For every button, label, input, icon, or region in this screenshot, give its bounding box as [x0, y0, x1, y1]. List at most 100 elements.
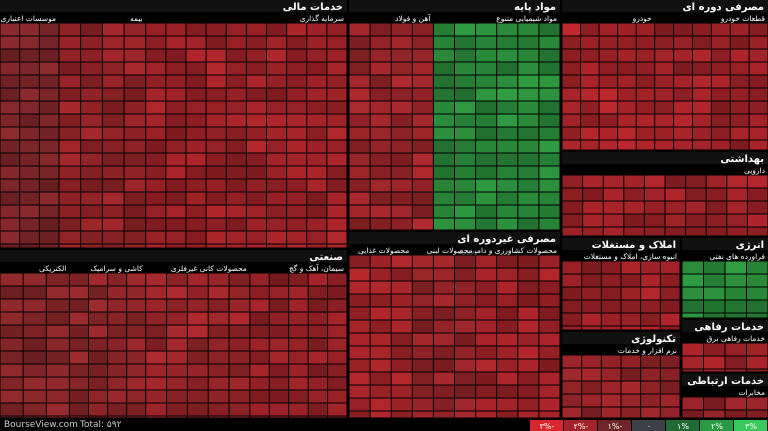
stock-cell	[229, 351, 250, 364]
stock-cell	[289, 273, 308, 286]
stock-cell	[59, 36, 81, 49]
stock-cell	[124, 75, 146, 88]
subsector-title: آهن و فولاد	[395, 13, 431, 23]
stock-cell	[23, 312, 46, 325]
stock-cell	[102, 205, 124, 218]
stock-cell	[349, 62, 370, 75]
stock-cell	[582, 381, 601, 394]
stock-cell	[412, 49, 433, 62]
stock-cell	[127, 312, 146, 325]
stock-cell	[562, 114, 581, 127]
stock-cell	[20, 114, 39, 127]
stock-cell	[641, 261, 660, 274]
stock-cell	[269, 364, 289, 377]
stock-cell	[665, 175, 686, 188]
stock-cell	[186, 88, 206, 101]
stock-cell	[391, 192, 412, 205]
stock-cell	[166, 244, 186, 248]
stock-cell	[88, 403, 108, 416]
stock-cell	[749, 101, 768, 114]
stock-cell	[328, 351, 347, 364]
stock-cell	[69, 325, 88, 338]
stock-cell	[23, 338, 46, 351]
stock-cell	[476, 153, 497, 166]
stock-cell	[660, 274, 680, 287]
stock-cell	[266, 153, 287, 166]
stock-cell	[562, 62, 581, 75]
stock-cell	[433, 411, 454, 418]
stock-cell	[644, 188, 665, 201]
stock-cell	[601, 287, 621, 300]
subsector-title: محصولات لبنی	[427, 246, 473, 255]
stock-cell	[349, 281, 370, 294]
stock-cell	[59, 140, 81, 153]
subsector-header	[0, 13, 59, 23]
stock-cell	[455, 192, 476, 205]
stock-cell	[108, 351, 127, 364]
legend-label: -۳%	[540, 422, 555, 431]
stock-cell	[328, 377, 347, 390]
stock-cell	[682, 397, 703, 410]
stock-cell	[226, 244, 246, 248]
stock-cell	[287, 192, 307, 205]
stock-cell	[166, 166, 186, 179]
stock-cell	[621, 261, 641, 274]
subsector-header	[655, 13, 768, 23]
stock-cell	[391, 255, 412, 268]
sector-header	[0, 0, 347, 12]
stock-cell	[497, 49, 518, 62]
stock-cell	[269, 416, 289, 418]
stock-cell	[562, 140, 581, 150]
stock-cell	[497, 398, 518, 411]
stock-cell	[455, 385, 476, 398]
stock-cell	[59, 88, 81, 101]
stock-cell	[102, 114, 124, 127]
stock-cell	[108, 364, 127, 377]
stock-cell	[327, 218, 347, 231]
stock-cell	[349, 192, 370, 205]
stock-cell	[539, 255, 560, 268]
stock-cell	[108, 403, 127, 416]
stock-cell	[124, 23, 146, 36]
site: BourseView.com	[4, 420, 78, 430]
stock-cell	[327, 179, 347, 192]
stock-cell	[108, 286, 127, 299]
stock-cell	[187, 351, 208, 364]
stock-cell	[624, 188, 644, 201]
subsector-header	[349, 245, 412, 255]
stock-cell	[124, 179, 146, 192]
stock-cell	[39, 127, 59, 140]
stock-cell	[370, 153, 391, 166]
sector-header	[349, 232, 560, 244]
stock-cell	[146, 101, 166, 114]
stock-cell	[692, 114, 711, 127]
stock-cell	[81, 23, 102, 36]
stock-cell	[69, 338, 88, 351]
stock-cell	[20, 62, 39, 75]
stock-cell	[266, 244, 287, 248]
stock-cell	[328, 364, 347, 377]
stock-cell	[618, 23, 636, 36]
stock-cell	[562, 287, 582, 300]
stock-cell	[167, 273, 187, 286]
stock-cell	[166, 101, 186, 114]
stock-cell	[412, 294, 433, 307]
stock-cell	[618, 62, 636, 75]
stock-cell	[102, 101, 124, 114]
stock-cell	[229, 286, 250, 299]
stock-cell	[46, 377, 69, 390]
legend-label: -۲%	[574, 422, 589, 431]
stock-cell	[692, 62, 711, 75]
stock-cell	[20, 88, 39, 101]
stock-cell	[287, 36, 307, 49]
stock-cell	[370, 268, 391, 281]
subsector-title: نرم افزار و خدمات	[618, 346, 677, 355]
stock-cell	[349, 23, 370, 36]
stock-cell	[686, 188, 706, 201]
stock-cell	[287, 231, 307, 244]
stock-cell	[711, 114, 730, 127]
stock-cell	[391, 127, 412, 140]
stock-cell	[747, 343, 768, 356]
stock-cell	[455, 398, 476, 411]
stock-cell	[497, 268, 518, 281]
